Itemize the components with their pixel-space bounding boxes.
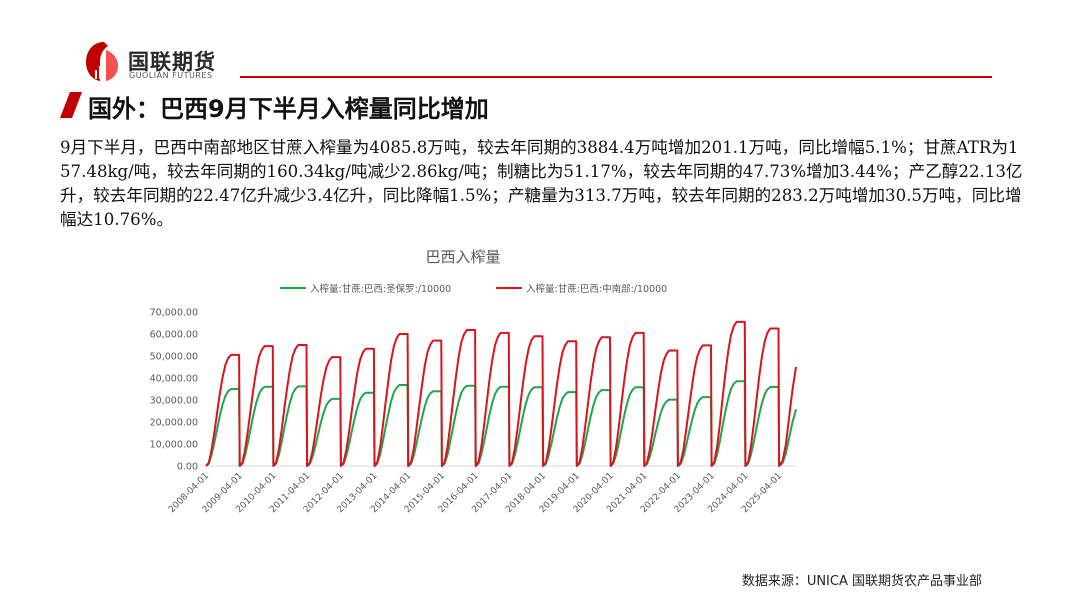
y-tick-label: 0.00 [177,462,198,473]
logo-chinese-name: 国联期货 [128,50,216,74]
series-line-sao-paulo [205,380,797,467]
data-source-note: 数据来源：UNICA 国联期货农产品事业部 [741,574,982,589]
crush-volume-chart: 巴西入榨量入榨量:甘蔗:巴西:圣保罗:/10000 入榨量:甘蔗:巴西:中南部:/… [130,236,810,566]
page-title: 国外：巴西9月下半月入榨量同比增加 [88,95,489,123]
summary-paragraph: 9月下半月，巴西中南部地区甘蔗入榨量为4085.8万吨，较去年同期的3884.4… [60,138,1023,229]
title-slash-icon [60,92,82,118]
y-tick-label: 10,000.00 [150,440,198,451]
y-tick-label: 40,000.00 [150,374,198,385]
header-rule [240,76,992,78]
series-line-center-south [205,320,797,467]
y-tick-label: 30,000.00 [150,396,198,407]
logo-english-name: GUOLIAN FUTURES [129,71,213,80]
legend-label: 入榨量:甘蔗:巴西:圣保罗:/10000 [310,283,451,295]
y-tick-label: 20,000.00 [150,418,198,429]
guolian-logo-icon [86,42,118,81]
brand-logo: 国联期货 GUOLIAN FUTURES [82,40,252,82]
chart-title: 巴西入榨量 [425,248,500,266]
y-tick-label: 50,000.00 [150,352,198,363]
legend-label: 入榨量:甘蔗:巴西:中南部:/10000 [526,283,667,295]
y-tick-label: 70,000.00 [150,308,198,319]
y-tick-label: 60,000.00 [150,330,198,341]
